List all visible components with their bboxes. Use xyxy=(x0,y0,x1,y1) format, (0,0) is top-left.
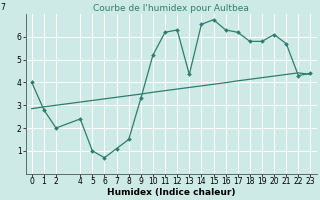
X-axis label: Humidex (Indice chaleur): Humidex (Indice chaleur) xyxy=(107,188,236,197)
Title: Courbe de l'humidex pour Aultbea: Courbe de l'humidex pour Aultbea xyxy=(93,4,249,13)
Text: 7: 7 xyxy=(0,3,5,12)
